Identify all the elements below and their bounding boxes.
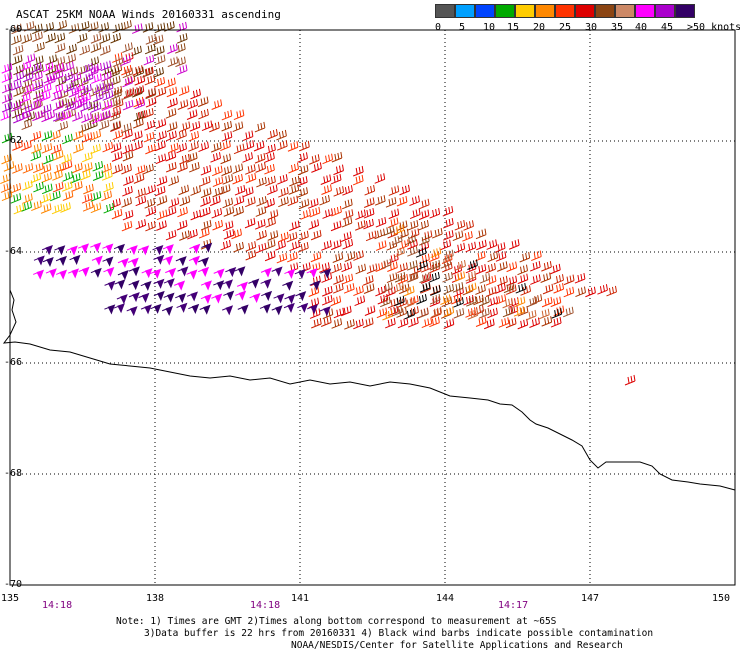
legend-swatch xyxy=(675,4,695,18)
note-line-2: 3)Data buffer is 22 hrs from 20160331 4)… xyxy=(144,628,654,639)
legend-swatch xyxy=(495,4,515,18)
lon-tick-label: 147 xyxy=(581,593,600,604)
lat-tick-label: -66 xyxy=(4,357,23,368)
lat-tick-label: -70 xyxy=(4,579,23,590)
legend-swatch xyxy=(575,4,595,18)
legend-swatch xyxy=(455,4,475,18)
legend-swatch xyxy=(515,4,535,18)
note-line-3: NOAA/NESDIS/Center for Satellite Applica… xyxy=(291,640,623,651)
legend-label: 45 xyxy=(661,22,674,33)
legend-label: 5 xyxy=(459,22,466,33)
legend-swatch xyxy=(555,4,575,18)
legend-swatch xyxy=(435,4,455,18)
time-label-2: 14:18 xyxy=(250,600,281,611)
map-frame xyxy=(9,29,736,586)
legend-label: 0 xyxy=(435,22,442,33)
legend-label: 35 xyxy=(611,22,624,33)
legend-label: 25 xyxy=(559,22,572,33)
lat-tick-label: -68 xyxy=(4,468,23,479)
legend-swatch xyxy=(595,4,615,18)
legend-label: 30 xyxy=(585,22,598,33)
legend-swatch xyxy=(535,4,555,18)
legend-label: 40 xyxy=(635,22,648,33)
lon-tick-label: 141 xyxy=(291,593,310,604)
legend-swatch xyxy=(615,4,635,18)
legend-label: 15 xyxy=(507,22,520,33)
lon-tick-label: 144 xyxy=(436,593,455,604)
note-line-1: Note: 1) Times are GMT 2)Times along bot… xyxy=(116,616,557,627)
legend-swatch xyxy=(475,4,495,18)
time-label-1: 14:18 xyxy=(42,600,73,611)
map-title: ASCAT 25KM NOAA Winds 20160331 ascending xyxy=(16,8,281,21)
legend-label: >50 knots xyxy=(687,22,740,33)
lat-tick-label: -60 xyxy=(4,24,23,35)
antarctic-coastline xyxy=(2,289,736,491)
lat-tick-label: -62 xyxy=(4,135,23,146)
time-label-3: 14:17 xyxy=(498,600,529,611)
legend-label: 20 xyxy=(533,22,546,33)
lon-tick-label: 138 xyxy=(146,593,165,604)
lon-tick-label: 135 xyxy=(1,593,20,604)
legend-label: 10 xyxy=(483,22,496,33)
lon-tick-label: 150 xyxy=(712,593,731,604)
lat-lon-grid xyxy=(10,30,735,585)
legend-swatch xyxy=(635,4,655,18)
wind-barbs xyxy=(0,20,636,386)
legend-swatch xyxy=(655,4,675,18)
lat-tick-label: -64 xyxy=(4,246,23,257)
